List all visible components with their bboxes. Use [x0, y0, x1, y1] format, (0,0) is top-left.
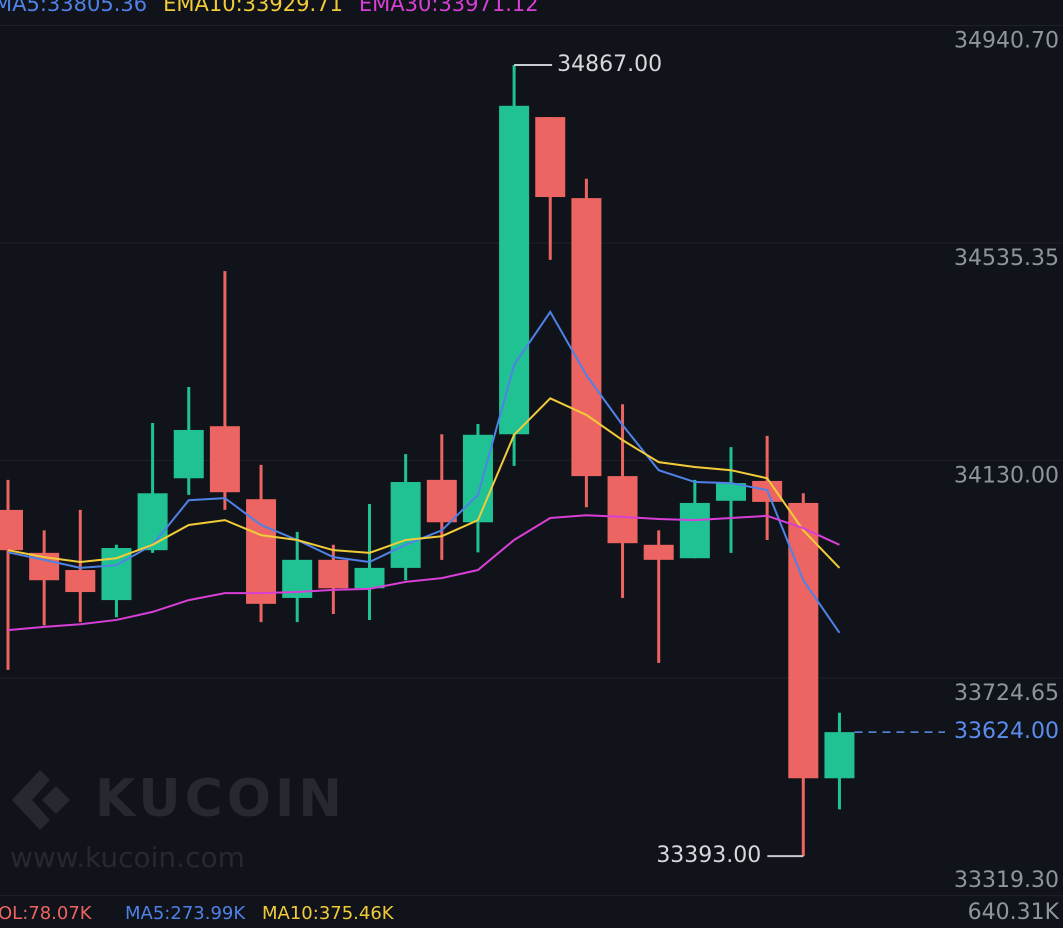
candle-body [354, 567, 385, 589]
y-tick-label: 34535.35 [954, 246, 1059, 271]
candle-body [499, 105, 530, 435]
candle-body [535, 117, 566, 198]
candle-body [173, 429, 204, 479]
candle-body [607, 476, 638, 544]
candle-body [65, 570, 96, 593]
volume-divider [0, 900, 1063, 928]
indicator-line [7, 397, 841, 569]
indicator-line [7, 514, 840, 632]
last-price-label: 33624.00 [954, 719, 1059, 744]
candle-body [318, 559, 349, 589]
volume-legend: MA5:273.99K [125, 903, 246, 924]
y-tick-label: 34130.00 [954, 464, 1059, 489]
candle-body [0, 509, 23, 551]
y-tick-label: 34940.70 [954, 28, 1059, 53]
candle-body [571, 198, 602, 477]
candle-body [390, 482, 421, 568]
legend-entry: EMA30:33971.12 [359, 0, 539, 16]
candle-body [643, 544, 674, 560]
candle-body [426, 479, 457, 523]
legend-entry: EMA10:33929.71 [163, 0, 343, 16]
candle-body [679, 502, 710, 559]
watermark-logo [12, 770, 70, 830]
candle-body [788, 502, 819, 779]
candle-body [462, 434, 493, 523]
candle-body [209, 426, 240, 493]
volume-axis-label: 640.31K [968, 900, 1060, 925]
candle-body [246, 499, 277, 604]
candle-body [824, 732, 855, 779]
candle-body [101, 548, 132, 601]
y-tick-label: 33319.30 [954, 868, 1059, 893]
volume-legend: MA10:375.46K [262, 903, 395, 924]
volume-legend: VOL:78.07K [0, 903, 93, 924]
watermark-brand: KUCOIN [95, 769, 346, 829]
watermark-url: www.kucoin.com [10, 841, 245, 874]
candle-body [137, 493, 168, 551]
y-tick-label: 33724.65 [954, 681, 1059, 706]
legend-entry: MA5:33805.36 [0, 0, 147, 16]
annotation-label: 33393.00 [656, 843, 761, 868]
watermark: KUCOIN www.kucoin.com [10, 769, 346, 874]
candle-body [716, 483, 746, 501]
annotation-label: 34867.00 [557, 52, 662, 77]
